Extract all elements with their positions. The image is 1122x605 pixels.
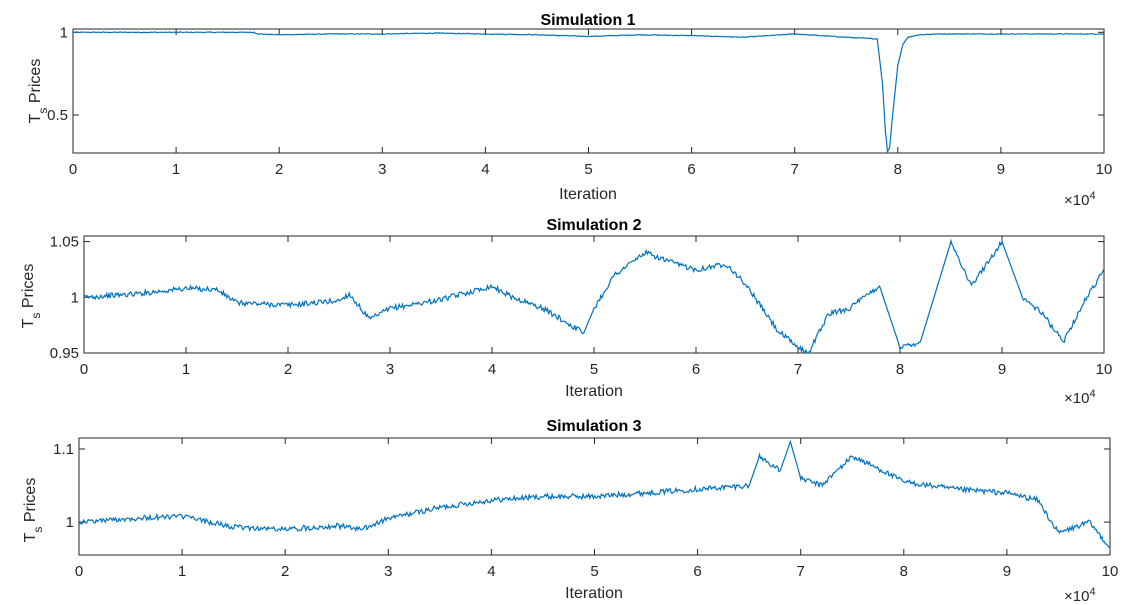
y-axis-label-main: T <box>27 113 44 123</box>
x-tick-label: 10 <box>1096 161 1113 178</box>
x-tick-label: 4 <box>481 161 489 178</box>
x-tick-label: 8 <box>900 563 908 580</box>
x-multiplier: ×104 <box>1064 586 1096 605</box>
y-axis-label-sub: s <box>36 108 50 114</box>
x-tick-label: 3 <box>384 563 392 580</box>
plot-area <box>72 28 1105 154</box>
x-tick-label: 4 <box>487 563 495 580</box>
x-tick-label: 6 <box>692 361 700 378</box>
x-tick-label: 7 <box>791 161 799 178</box>
x-axis-label: Iteration <box>565 383 623 400</box>
chart-title: Simulation 1 <box>540 12 635 29</box>
x-tick-label: 1 <box>182 361 190 378</box>
x-multiplier: ×104 <box>1064 190 1096 209</box>
x-tick-label: 2 <box>281 563 289 580</box>
x-tick-label: 0 <box>75 563 83 580</box>
x-tick-label: 1 <box>172 161 180 178</box>
x-tick-label: 7 <box>794 361 802 378</box>
y-axis-label-main: T <box>22 532 39 542</box>
x-axis-label: Iteration <box>559 186 617 203</box>
y-tick-label: 1.05 <box>50 234 79 251</box>
series-line <box>72 31 1105 154</box>
panel-simulation-2: Simulation 2 0 1 2 3 4 5 6 7 8 9 10 0.95 1 1.05 Itera… <box>20 217 1112 407</box>
y-axis-label-sub: s <box>31 527 45 533</box>
y-tick-label: 1.1 <box>53 441 74 458</box>
y-axis-label-rest: Prices <box>22 478 39 527</box>
x-tick-label: 8 <box>896 361 904 378</box>
y-axis-label: Ts Prices <box>27 59 50 124</box>
x-tick-label: 3 <box>386 361 394 378</box>
y-axis-label-rest: Prices <box>27 59 44 108</box>
x-tick-label: 0 <box>69 161 77 178</box>
x-tick-label: 10 <box>1102 563 1119 580</box>
x-tick-label: 9 <box>1003 563 1011 580</box>
axis-ticks: 0 1 2 3 4 5 6 7 8 9 10 0.95 1 1.05 <box>50 234 1113 378</box>
plot-area <box>83 235 1105 354</box>
y-axis-label-rest: Prices <box>20 264 37 313</box>
y-axis-label: Ts Prices <box>20 264 43 329</box>
x-tick-label: 6 <box>687 161 695 178</box>
chart-title: Simulation 3 <box>546 418 641 435</box>
series-line <box>83 238 1105 354</box>
x-tick-label: 5 <box>590 361 598 378</box>
x-tick-label: 10 <box>1096 361 1113 378</box>
x-tick-label: 5 <box>584 161 592 178</box>
y-axis-label: Ts Prices <box>22 478 45 543</box>
panel-simulation-1: Simulation 1 0 1 2 3 4 5 6 7 8 9 100.51 Iteration … <box>27 12 1112 209</box>
y-axis-label-main: T <box>20 318 37 328</box>
x-multiplier: ×104 <box>1064 388 1096 407</box>
y-tick-label: 0.5 <box>47 107 68 124</box>
x-tick-label: 8 <box>894 161 902 178</box>
y-tick-label: 1 <box>60 24 68 41</box>
series-line <box>78 439 1111 549</box>
x-tick-label: 9 <box>998 361 1006 378</box>
x-tick-label: 3 <box>378 161 386 178</box>
axis-ticks: 0 1 2 3 4 5 6 7 8 9 10 1 1.1 <box>53 438 1118 580</box>
x-tick-label: 9 <box>997 161 1005 178</box>
x-tick-label: 5 <box>590 563 598 580</box>
y-tick-label: 0.95 <box>50 345 79 362</box>
x-tick-label: 2 <box>284 361 292 378</box>
x-axis-label: Iteration <box>565 585 623 602</box>
x-tick-label: 7 <box>797 563 805 580</box>
chart-title: Simulation 2 <box>546 217 641 234</box>
x-tick-label: 2 <box>275 161 283 178</box>
x-tick-label: 6 <box>693 563 701 580</box>
x-tick-label: 1 <box>178 563 186 580</box>
y-tick-label: 1 <box>71 289 79 306</box>
x-tick-label: 4 <box>488 361 496 378</box>
y-tick-label: 1 <box>66 514 74 531</box>
x-tick-label: 0 <box>80 361 88 378</box>
y-axis-label-sub: s <box>29 313 43 319</box>
